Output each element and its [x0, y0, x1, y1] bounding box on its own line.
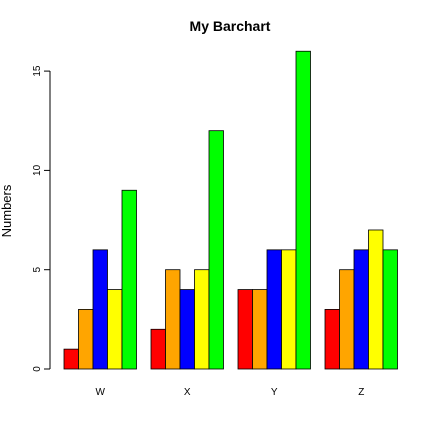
- category-label-x: X: [184, 387, 191, 398]
- category-label-w: W: [96, 387, 106, 398]
- y-tick-label: 5: [32, 266, 43, 272]
- category-label-z: Z: [358, 387, 364, 398]
- bar-x-4: [194, 269, 210, 370]
- bar-z-2: [339, 269, 355, 370]
- bar-w-4: [107, 289, 123, 370]
- bar-z-3: [353, 249, 369, 370]
- bar-z-5: [382, 249, 398, 370]
- y-tick-label: 15: [32, 65, 43, 77]
- bar-z-4: [368, 229, 384, 370]
- bar-w-1: [63, 348, 79, 370]
- bar-w-2: [78, 309, 94, 370]
- bars: [63, 50, 398, 370]
- bar-x-3: [179, 289, 195, 370]
- y-ticks: 0 5 10 15: [32, 65, 50, 372]
- chart-title: My Barchart: [190, 18, 271, 34]
- category-labels: W X Y Z: [96, 387, 365, 398]
- bar-x-2: [165, 269, 181, 370]
- bar-y-3: [266, 249, 282, 370]
- bar-y-5: [295, 50, 311, 370]
- y-axis-label: Numbers: [0, 184, 14, 237]
- category-label-y: Y: [271, 387, 278, 398]
- y-tick-label: 10: [32, 164, 43, 176]
- bar-y-4: [281, 249, 297, 370]
- bar-x-1: [150, 328, 166, 370]
- bar-w-5: [121, 189, 137, 370]
- bar-y-2: [252, 289, 268, 370]
- bar-x-5: [208, 130, 224, 370]
- bar-y-1: [237, 289, 253, 370]
- bar-z-1: [324, 309, 340, 370]
- bar-w-3: [92, 249, 108, 370]
- y-tick-label: 0: [32, 366, 43, 372]
